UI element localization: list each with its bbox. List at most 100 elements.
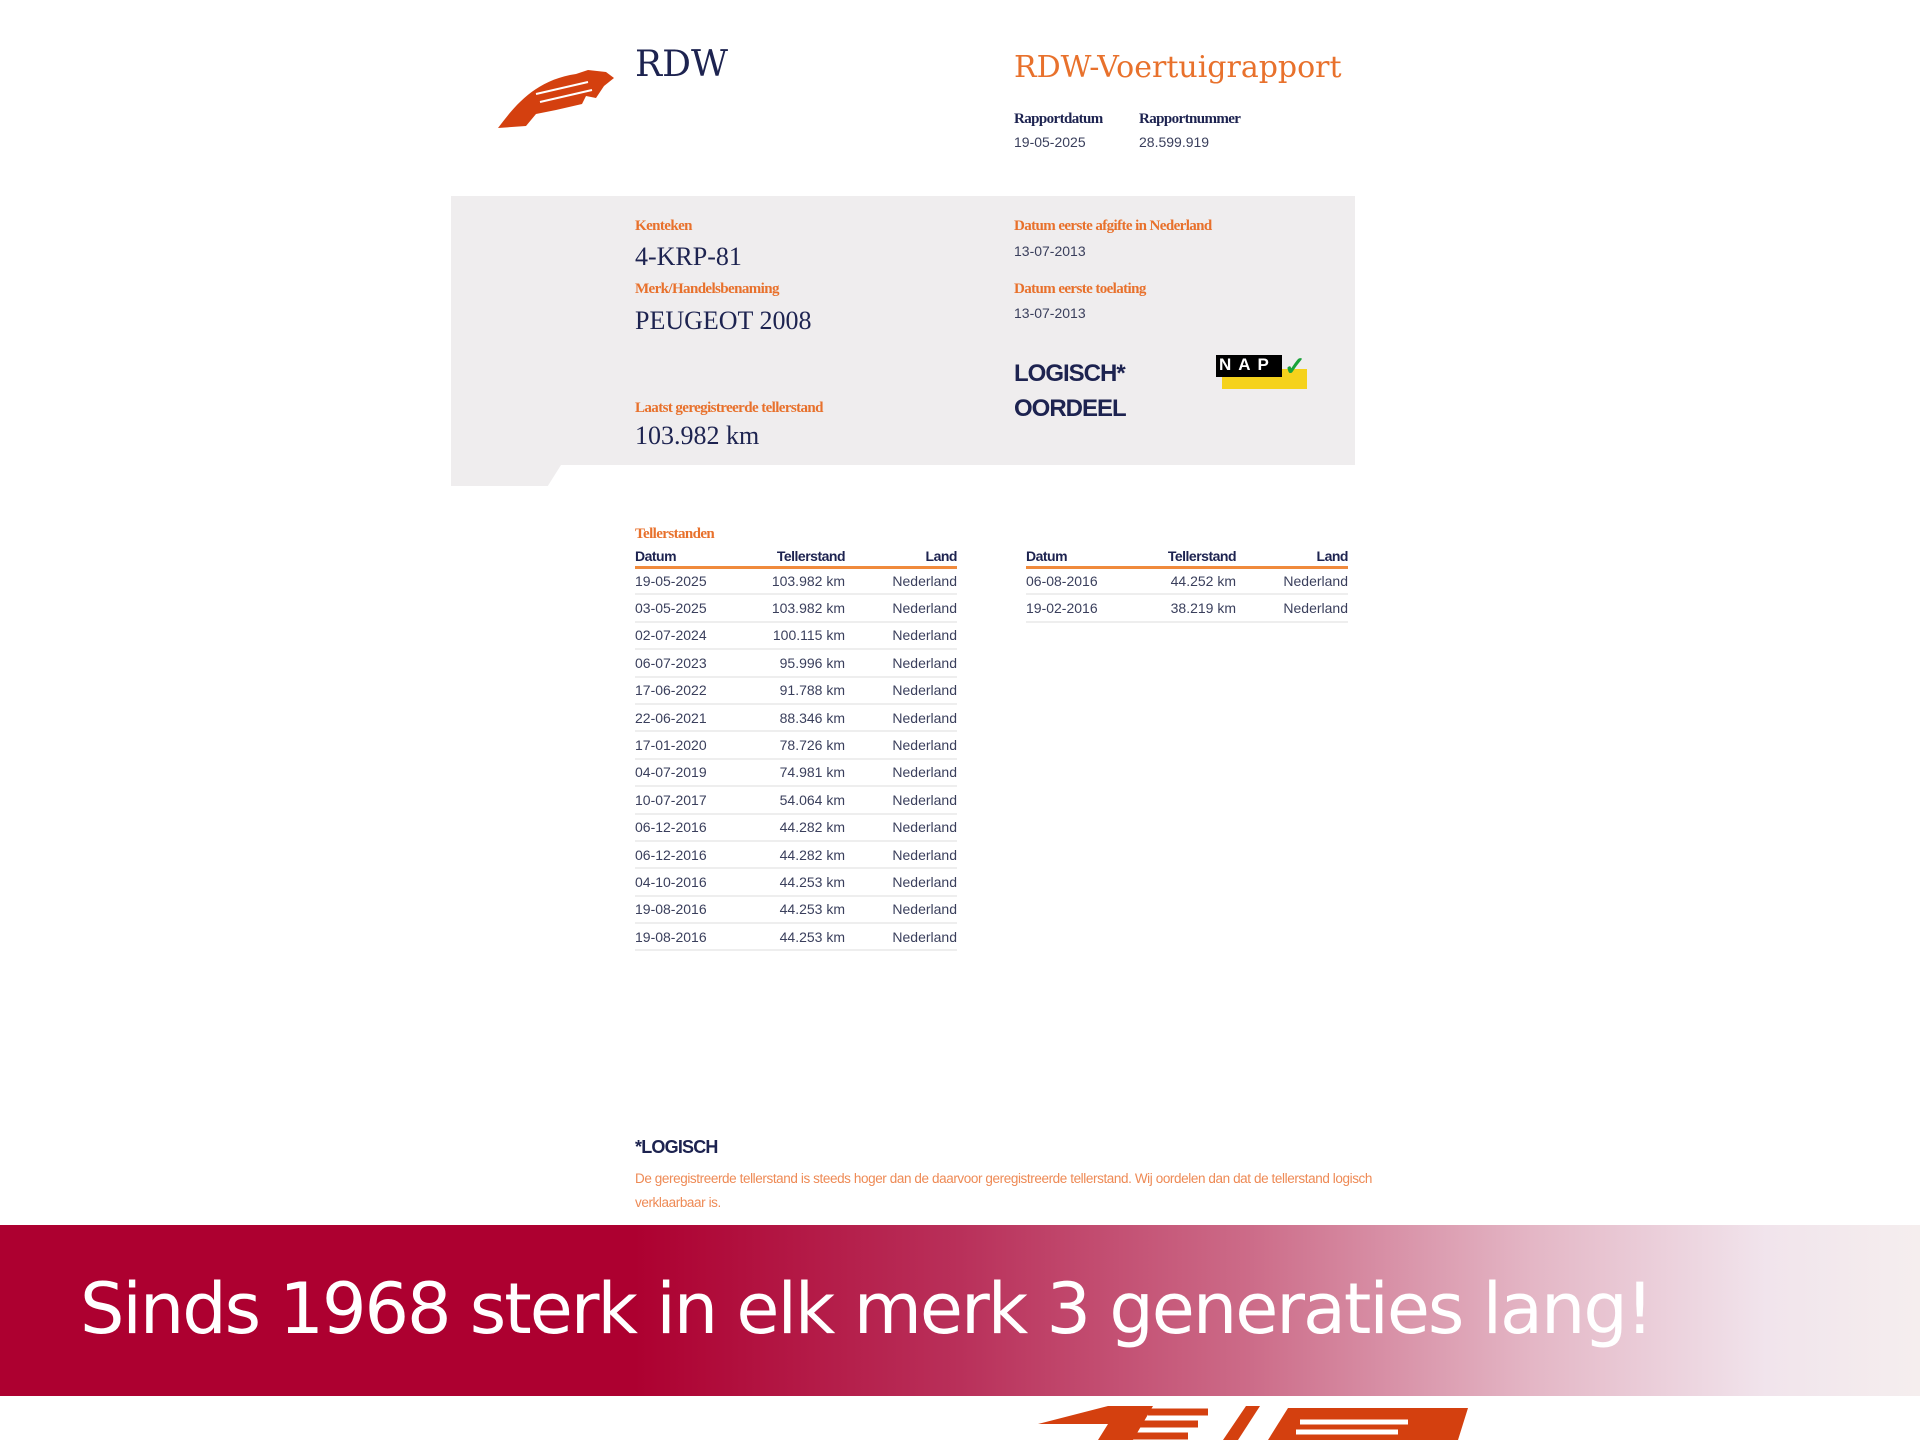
row-country: Nederland xyxy=(1236,594,1348,623)
row-country: Nederland xyxy=(1236,567,1348,596)
row-date: 04-10-2016 xyxy=(635,868,745,897)
row-odometer: 44.282 km xyxy=(745,813,845,842)
row-date: 22-06-2021 xyxy=(635,703,745,733)
col-odometer: Tellerstand xyxy=(745,547,846,569)
col-country: Land xyxy=(845,547,958,569)
table-row: 06-12-2016 44.282 km Nederland xyxy=(635,840,957,870)
odometer-table-1: Datum Tellerstand Land 19-05-2025 103.982… xyxy=(635,547,958,952)
row-odometer: 44.253 km xyxy=(745,895,845,925)
slogan-banner xyxy=(0,1225,1920,1396)
panel-notch xyxy=(451,465,561,486)
table-row: 19-02-2016 38.219 km Nederland xyxy=(1026,594,1348,623)
row-date: 19-05-2025 xyxy=(635,567,745,596)
row-odometer: 44.253 km xyxy=(745,923,845,952)
rdw-logo-icon xyxy=(498,70,614,128)
row-country: Nederland xyxy=(845,703,957,733)
row-odometer: 103.982 km xyxy=(745,567,845,596)
row-date: 17-01-2020 xyxy=(635,731,745,760)
row-country: Nederland xyxy=(845,731,957,760)
table-row: 19-05-2025 103.982 km Nederland xyxy=(635,567,957,596)
row-odometer: 44.282 km xyxy=(745,840,845,870)
row-odometer: 88.346 km xyxy=(745,703,845,733)
plate: 4-KRP-81 xyxy=(635,242,742,271)
first-admission: 13-07-2013 xyxy=(1014,305,1086,321)
row-odometer: 78.726 km xyxy=(745,731,845,760)
table-row: 03-05-2025 103.982 km Nederland xyxy=(635,594,957,623)
table-row: 10-07-2017 54.064 km Nederland xyxy=(635,786,957,815)
row-country: Nederland xyxy=(845,895,957,925)
col-odometer: Tellerstand xyxy=(1136,547,1237,569)
row-odometer: 100.115 km xyxy=(745,621,845,651)
report-number-label: Rapportnummer xyxy=(1139,111,1241,127)
table-row: 04-07-2019 74.981 km Nederland xyxy=(635,758,957,788)
table-row: 19-08-2016 44.253 km Nederland xyxy=(635,895,957,925)
row-date: 03-05-2025 xyxy=(635,594,745,623)
last-odo-label: Laatst geregistreerde tellerstand xyxy=(635,400,824,416)
row-odometer: 44.252 km xyxy=(1136,567,1236,596)
table-row: 04-10-2016 44.253 km Nederland xyxy=(635,868,957,897)
footnote-title-text: LOGISCH xyxy=(641,1137,718,1157)
first-nl: 13-07-2013 xyxy=(1014,243,1086,259)
report-date: 19-05-2025 xyxy=(1014,134,1086,150)
row-odometer: 44.253 km xyxy=(745,868,845,897)
table-row: 02-07-2024 100.115 km Nederland xyxy=(635,621,957,651)
table-row: 06-08-2016 44.252 km Nederland xyxy=(1026,567,1348,596)
table-row: 22-06-2021 88.346 km Nederland xyxy=(635,703,957,733)
footnote-title: *LOGISCH xyxy=(635,1137,718,1157)
footnote-text: De geregistreerde tellerstand is steeds … xyxy=(635,1171,1373,1210)
row-date: 06-12-2016 xyxy=(635,813,745,842)
row-date: 04-07-2019 xyxy=(635,758,745,788)
row-odometer: 74.981 km xyxy=(745,758,845,788)
row-date: 06-08-2016 xyxy=(1026,567,1136,596)
vehicle-panel xyxy=(451,196,1355,465)
row-country: Nederland xyxy=(845,813,957,842)
row-odometer: 38.219 km xyxy=(1136,594,1236,623)
row-country: Nederland xyxy=(845,594,957,623)
table-row: 06-12-2016 44.282 km Nederland xyxy=(635,813,957,842)
col-date: Datum xyxy=(1026,547,1136,569)
report-title: RDW-Voertuigrapport xyxy=(1014,50,1342,85)
table-row: 06-07-2023 95.996 km Nederland xyxy=(635,649,957,678)
table-row: 19-08-2016 44.253 km Nederland xyxy=(635,923,957,952)
row-country: Nederland xyxy=(845,923,957,952)
row-odometer: 95.996 km xyxy=(745,649,845,678)
first-nl-label: Datum eerste afgifte in Nederland xyxy=(1014,218,1212,234)
row-country: Nederland xyxy=(845,758,957,788)
report-date-label: Rapportdatum xyxy=(1014,111,1103,127)
dealer-logo-icon xyxy=(1038,1406,1468,1440)
plate-label: Kenteken xyxy=(635,218,692,234)
first-admission-label: Datum eerste toelating xyxy=(1014,281,1146,297)
report-number: 28.599.919 xyxy=(1139,134,1210,150)
odometer-title: Tellerstanden xyxy=(635,526,715,542)
verdict-label: OORDEEL xyxy=(1014,395,1127,422)
nap-logo-icon: NAP ✓ xyxy=(1216,351,1307,389)
row-country: Nederland xyxy=(845,649,957,678)
row-odometer: 91.788 km xyxy=(745,676,845,705)
row-date: 06-12-2016 xyxy=(635,840,745,870)
last-odo: 103.982 km xyxy=(635,421,760,450)
row-date: 19-02-2016 xyxy=(1026,594,1136,623)
table-row: 17-01-2020 78.726 km Nederland xyxy=(635,731,957,760)
row-date: 19-08-2016 xyxy=(635,923,745,952)
col-country: Land xyxy=(1236,547,1349,569)
make-label: Merk/Handelsbenaming xyxy=(635,281,779,297)
row-date: 19-08-2016 xyxy=(635,895,745,925)
table-row: 17-06-2022 91.788 km Nederland xyxy=(635,676,957,705)
row-date: 17-06-2022 xyxy=(635,676,745,705)
row-country: Nederland xyxy=(845,567,957,596)
row-date: 06-07-2023 xyxy=(635,649,745,678)
verdict: LOGISCH* xyxy=(1014,360,1126,387)
row-odometer: 54.064 km xyxy=(745,786,845,815)
col-date: Datum xyxy=(635,547,745,569)
row-odometer: 103.982 km xyxy=(745,594,845,623)
slogan: Sinds 1968 sterk in elk merk 3 generatie… xyxy=(80,1268,1654,1350)
make: PEUGEOT 2008 xyxy=(635,306,812,335)
row-date: 10-07-2017 xyxy=(635,786,745,815)
row-country: Nederland xyxy=(845,676,957,705)
row-country: Nederland xyxy=(845,621,957,651)
org-name: RDW xyxy=(635,44,728,85)
row-country: Nederland xyxy=(845,786,957,815)
odometer-table-2: Datum Tellerstand Land 06-08-2016 44.252 … xyxy=(1026,547,1349,623)
row-date: 02-07-2024 xyxy=(635,621,745,651)
row-country: Nederland xyxy=(845,840,957,870)
